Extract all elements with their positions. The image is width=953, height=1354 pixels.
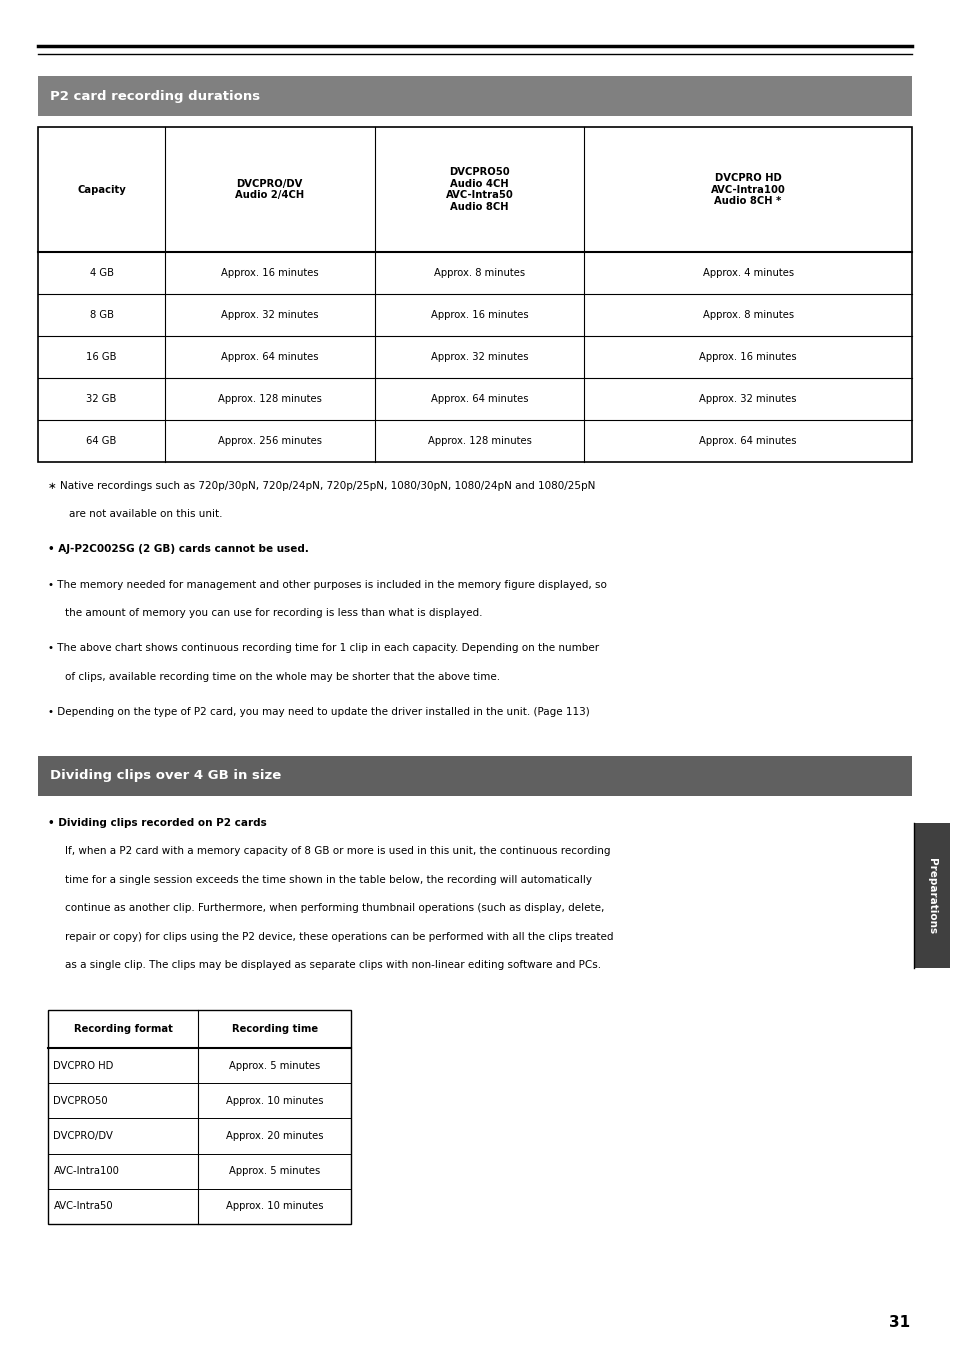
Text: 16 GB: 16 GB bbox=[86, 352, 116, 362]
Text: DVCPRO/DV: DVCPRO/DV bbox=[53, 1131, 113, 1141]
Text: DVCPRO/DV
Audio 2/4CH: DVCPRO/DV Audio 2/4CH bbox=[235, 179, 304, 200]
Text: 8 GB: 8 GB bbox=[90, 310, 113, 320]
Text: AVC-Intra50: AVC-Intra50 bbox=[53, 1201, 112, 1212]
Text: DVCPRO50
Audio 4CH
AVC-Intra50
Audio 8CH: DVCPRO50 Audio 4CH AVC-Intra50 Audio 8CH bbox=[445, 167, 513, 213]
Text: Recording format: Recording format bbox=[73, 1024, 172, 1034]
Bar bbox=[38, 76, 911, 116]
Text: Approx. 32 minutes: Approx. 32 minutes bbox=[221, 310, 318, 320]
Text: repair or copy) for clips using the P2 device, these operations can be performed: repair or copy) for clips using the P2 d… bbox=[65, 932, 613, 941]
Text: 31: 31 bbox=[888, 1315, 909, 1330]
Text: time for a single session exceeds the time shown in the table below, the recordi: time for a single session exceeds the ti… bbox=[65, 875, 591, 884]
Text: Approx. 5 minutes: Approx. 5 minutes bbox=[229, 1060, 320, 1071]
Bar bbox=[38, 127, 911, 462]
Text: Preparations: Preparations bbox=[926, 857, 936, 934]
Text: Capacity: Capacity bbox=[77, 184, 126, 195]
Text: Approx. 8 minutes: Approx. 8 minutes bbox=[701, 310, 793, 320]
Text: Approx. 4 minutes: Approx. 4 minutes bbox=[701, 268, 793, 278]
Text: DVCPRO HD: DVCPRO HD bbox=[53, 1060, 113, 1071]
Text: Approx. 10 minutes: Approx. 10 minutes bbox=[226, 1095, 323, 1106]
Text: Approx. 256 minutes: Approx. 256 minutes bbox=[217, 436, 321, 445]
Text: Approx. 10 minutes: Approx. 10 minutes bbox=[226, 1201, 323, 1212]
Text: Approx. 20 minutes: Approx. 20 minutes bbox=[226, 1131, 323, 1141]
Text: • The above chart shows continuous recording time for 1 clip in each capacity. D: • The above chart shows continuous recor… bbox=[48, 643, 598, 653]
Text: the amount of memory you can use for recording is less than what is displayed.: the amount of memory you can use for rec… bbox=[65, 608, 482, 617]
Text: Approx. 16 minutes: Approx. 16 minutes bbox=[430, 310, 528, 320]
Text: Approx. 32 minutes: Approx. 32 minutes bbox=[430, 352, 528, 362]
Text: If, when a P2 card with a memory capacity of 8 GB or more is used in this unit, : If, when a P2 card with a memory capacit… bbox=[65, 846, 610, 856]
Bar bbox=[913, 823, 949, 968]
Text: Approx. 16 minutes: Approx. 16 minutes bbox=[699, 352, 796, 362]
Text: 4 GB: 4 GB bbox=[90, 268, 113, 278]
Text: Approx. 128 minutes: Approx. 128 minutes bbox=[217, 394, 321, 403]
Text: Approx. 16 minutes: Approx. 16 minutes bbox=[221, 268, 318, 278]
Text: • The memory needed for management and other purposes is included in the memory : • The memory needed for management and o… bbox=[48, 580, 606, 589]
Text: 64 GB: 64 GB bbox=[86, 436, 116, 445]
Bar bbox=[38, 756, 911, 796]
Text: Approx. 5 minutes: Approx. 5 minutes bbox=[229, 1166, 320, 1177]
Text: AVC-Intra100: AVC-Intra100 bbox=[53, 1166, 119, 1177]
Text: 32 GB: 32 GB bbox=[86, 394, 116, 403]
Text: Approx. 128 minutes: Approx. 128 minutes bbox=[427, 436, 531, 445]
Text: • Dividing clips recorded on P2 cards: • Dividing clips recorded on P2 cards bbox=[48, 818, 266, 827]
Text: Dividing clips over 4 GB in size: Dividing clips over 4 GB in size bbox=[50, 769, 280, 783]
Text: of clips, available recording time on the whole may be shorter that the above ti: of clips, available recording time on th… bbox=[65, 672, 499, 681]
Text: Approx. 64 minutes: Approx. 64 minutes bbox=[221, 352, 318, 362]
Text: Approx. 64 minutes: Approx. 64 minutes bbox=[430, 394, 528, 403]
Text: Approx. 32 minutes: Approx. 32 minutes bbox=[699, 394, 796, 403]
Text: Recording time: Recording time bbox=[232, 1024, 317, 1034]
Text: P2 card recording durations: P2 card recording durations bbox=[50, 89, 259, 103]
Text: ∗ Native recordings such as 720p/30pN, 720p/24pN, 720p/25pN, 1080/30pN, 1080/24p: ∗ Native recordings such as 720p/30pN, 7… bbox=[48, 481, 595, 490]
Text: Approx. 64 minutes: Approx. 64 minutes bbox=[699, 436, 796, 445]
Text: Approx. 8 minutes: Approx. 8 minutes bbox=[434, 268, 524, 278]
Text: DVCPRO50: DVCPRO50 bbox=[53, 1095, 108, 1106]
Text: continue as another clip. Furthermore, when performing thumbnail operations (suc: continue as another clip. Furthermore, w… bbox=[65, 903, 603, 913]
Text: as a single clip. The clips may be displayed as separate clips with non-linear e: as a single clip. The clips may be displ… bbox=[65, 960, 600, 969]
Text: • Depending on the type of P2 card, you may need to update the driver installed : • Depending on the type of P2 card, you … bbox=[48, 707, 589, 716]
Text: are not available on this unit.: are not available on this unit. bbox=[69, 509, 222, 519]
Text: • AJ-P2C002SG (2 GB) cards cannot be used.: • AJ-P2C002SG (2 GB) cards cannot be use… bbox=[48, 544, 308, 554]
Bar bbox=[48, 1010, 351, 1224]
Text: DVCPRO HD
AVC-Intra100
Audio 8CH *: DVCPRO HD AVC-Intra100 Audio 8CH * bbox=[710, 173, 784, 206]
